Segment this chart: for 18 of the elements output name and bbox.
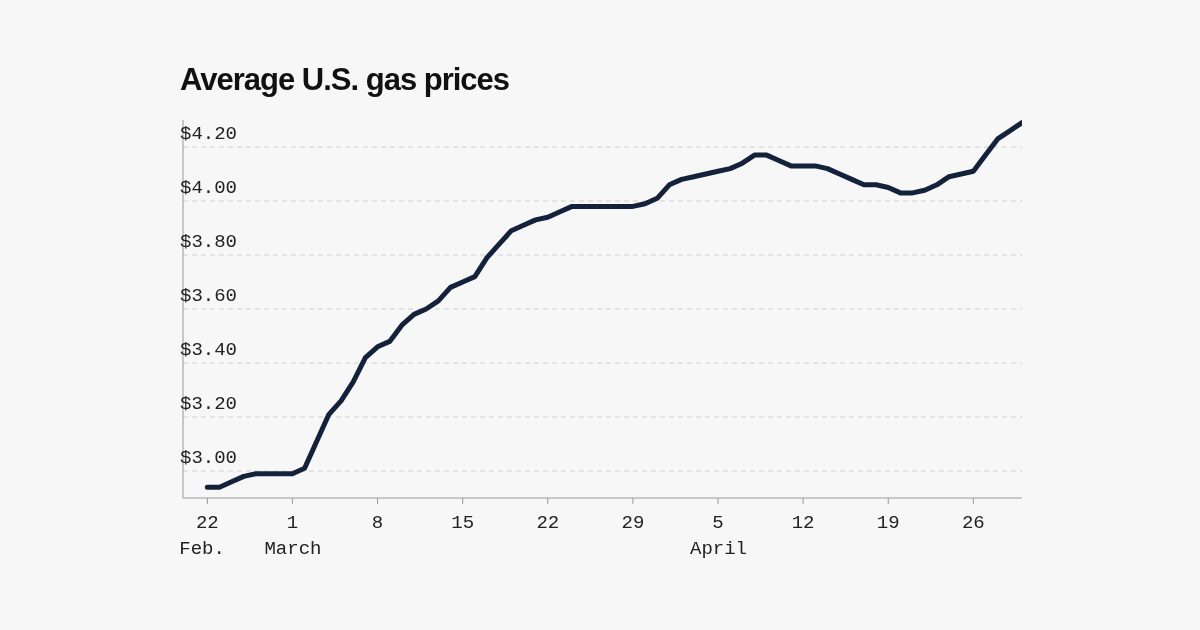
x-tick-label: 26	[961, 512, 985, 534]
x-tick-label: 22 Feb.	[179, 512, 225, 560]
y-tick-label: $3.00	[180, 447, 238, 469]
x-tick-label: 12	[791, 512, 815, 534]
x-tick-label: 8	[371, 512, 384, 534]
y-tick-label: $4.00	[180, 177, 238, 199]
x-tick-label: 1 March	[264, 512, 322, 560]
x-tick-label: 15	[451, 512, 475, 534]
y-tick-label: $3.20	[180, 393, 238, 415]
y-tick-label: $3.80	[180, 231, 238, 253]
y-tick-label: $3.60	[180, 285, 238, 307]
x-tick-label: 22	[536, 512, 560, 534]
x-tick-label: 29	[621, 512, 645, 534]
chart-title: Average U.S. gas prices	[180, 62, 510, 98]
x-tick-label: 19	[876, 512, 900, 534]
x-tick-label: 5 April	[690, 512, 748, 560]
y-tick-label: $4.20	[180, 123, 238, 145]
y-tick-label: $3.40	[180, 339, 238, 361]
